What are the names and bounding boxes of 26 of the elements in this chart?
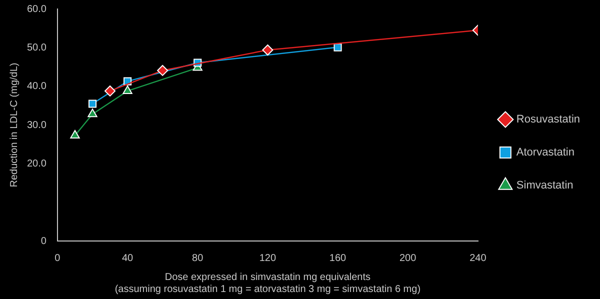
point xyxy=(104,85,116,96)
x-axis-title: Dose expressed in simvastatin mg equivalents (assuming rosuvastatin 1 mg = atorvastatin 3 mg = simvastatin 6 mg) xyxy=(114,272,421,295)
y-tick-label: 40.0 xyxy=(26,81,47,92)
x-tick-label: 0 xyxy=(54,252,61,264)
y-axis-title: Reduction in LDL-C (mg/dL) xyxy=(8,62,20,188)
y-tick-label: 20.0 xyxy=(26,158,47,170)
point xyxy=(88,108,98,118)
point xyxy=(157,64,168,76)
x-tick-label: 80 xyxy=(192,252,204,264)
point xyxy=(70,130,80,138)
y-tick-label: 60.0 xyxy=(26,4,47,15)
x-tick-label: 120 xyxy=(259,252,276,264)
point xyxy=(262,44,274,56)
point xyxy=(88,100,97,108)
x-tick-label: 200 xyxy=(399,252,417,264)
x-tick-label: 240 xyxy=(470,252,487,264)
x-tick-label: 160 xyxy=(329,252,347,264)
x-tick-label: 40 xyxy=(122,252,134,264)
point xyxy=(334,43,342,52)
legend-label: Rosuvastatin xyxy=(516,114,580,126)
y-tick-label: 0 xyxy=(40,236,47,247)
legend-label: Atorvastatin xyxy=(516,146,575,159)
y-tick-label: 50.0 xyxy=(26,42,47,54)
legend-label: Simvastatin xyxy=(516,180,574,192)
point xyxy=(122,85,132,94)
y-tick-label: 30.0 xyxy=(26,120,47,131)
